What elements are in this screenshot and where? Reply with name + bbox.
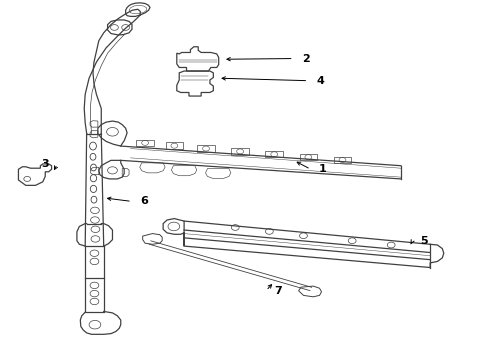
Text: 4: 4: [317, 76, 324, 86]
Text: 5: 5: [420, 237, 428, 247]
Text: 1: 1: [319, 164, 327, 174]
Text: 3: 3: [42, 159, 49, 169]
Text: 7: 7: [274, 286, 282, 296]
Text: 6: 6: [140, 197, 148, 206]
Text: 2: 2: [302, 54, 310, 64]
